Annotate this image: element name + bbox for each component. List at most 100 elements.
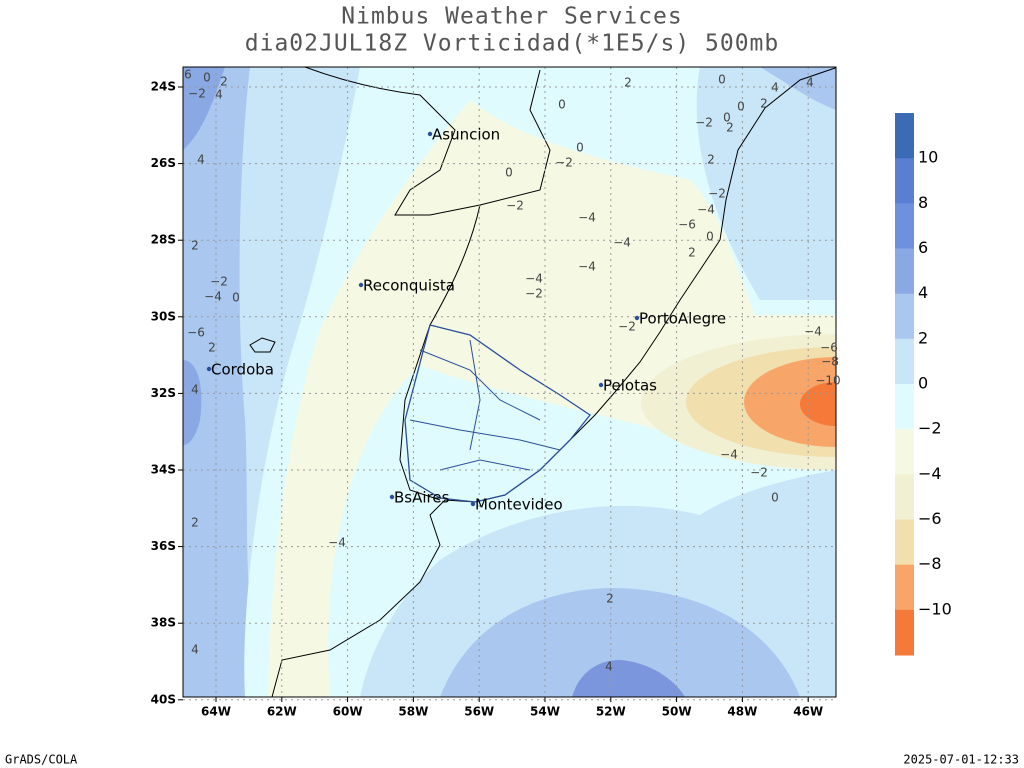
city-name: Pelotas	[603, 377, 657, 395]
contour-label: −6	[187, 326, 205, 340]
colorbar-box	[895, 293, 914, 340]
contour-label: −4	[578, 211, 596, 225]
contour-label: 4	[191, 383, 199, 397]
boundaries	[249, 67, 836, 697]
contour-label: 2	[220, 75, 228, 89]
contour-label: −4	[613, 236, 631, 250]
title: Nimbus Weather Services	[341, 4, 683, 30]
field-2-4	[440, 588, 800, 697]
contour-label: −4	[328, 536, 346, 550]
contour-label: 2	[726, 121, 734, 135]
city-dot	[389, 494, 395, 500]
contour-label: 4	[215, 88, 223, 102]
colorbar-label: 2	[918, 328, 928, 347]
lon-label: 60W	[333, 705, 363, 719]
contour-label: 4	[605, 660, 613, 674]
contour-label: 0	[723, 111, 731, 125]
lake	[249, 337, 276, 353]
footer-right: 2025-07-01-12:33	[903, 753, 1019, 767]
footer-left: GrADS/COLA	[5, 753, 78, 767]
contour-label: −2	[695, 116, 713, 130]
colorbar-box	[895, 564, 914, 611]
field-4-6	[572, 660, 685, 697]
contour-label: 2	[688, 246, 696, 260]
labels: 24S 26S 28S 30S 32S 34S 36S 38S 40S 64W 62W 60W 58W 5…	[151, 68, 952, 719]
city-dot	[427, 131, 433, 137]
lon-label: 56W	[464, 705, 494, 719]
city-dot	[634, 315, 640, 321]
colorbar-box	[895, 429, 914, 475]
field-lt-neg10	[800, 382, 836, 426]
city-dot	[470, 501, 476, 507]
coastline	[271, 67, 836, 697]
contour-label: 2	[191, 239, 199, 253]
contour-label: −6	[678, 218, 696, 232]
contour-label: 6	[184, 68, 192, 82]
colorbar-label: 4	[918, 283, 928, 302]
contour-label: 4	[197, 153, 205, 167]
contour-label: −4	[525, 272, 543, 286]
contour-label: 2	[208, 341, 216, 355]
city-dot	[206, 366, 212, 372]
colorbar-label: −4	[918, 464, 942, 483]
colorbar-box	[895, 248, 914, 295]
city-name: BsAires	[394, 489, 450, 507]
uruguay	[404, 324, 591, 503]
contour-label: 2	[191, 516, 199, 530]
contour-label: 0	[203, 71, 211, 85]
colorbar-box	[895, 519, 914, 566]
colorbar-label: −8	[918, 554, 942, 573]
contour-label: −4	[204, 290, 222, 304]
contour-label: 0	[737, 100, 745, 114]
colorbar-box	[895, 158, 914, 204]
lat-label: 38S	[151, 616, 176, 630]
field-2-4	[183, 67, 265, 697]
contour-label: 2	[707, 153, 715, 167]
contour-label: 0	[505, 166, 513, 180]
colorbar-label: 0	[918, 374, 928, 393]
colorbar-box	[895, 203, 914, 249]
contour-label: −2	[555, 156, 573, 170]
lon-label: 64W	[201, 705, 231, 719]
colorbar-label: 8	[918, 193, 928, 212]
colorbar-box	[895, 609, 914, 656]
lon-label: 52W	[596, 705, 626, 719]
colorbar-label: −10	[918, 599, 952, 618]
contour-label: 0	[558, 98, 566, 112]
contour-label: −4	[578, 260, 596, 274]
contour-label: −4	[720, 448, 738, 462]
city-dot	[598, 382, 604, 388]
contour-label: −2	[618, 320, 636, 334]
contour-label: 2	[624, 76, 632, 90]
contour-label: −8	[821, 355, 839, 369]
lon-label: 58W	[398, 705, 428, 719]
city-name: Asuncion	[432, 126, 500, 144]
colorbar-box	[895, 474, 914, 520]
lon-label: 46W	[793, 705, 823, 719]
colorbar-label: 6	[918, 238, 928, 257]
colorbar-box	[895, 338, 914, 385]
contour-label: 0	[232, 291, 240, 305]
colorbar-label: −2	[918, 419, 942, 438]
border	[304, 67, 551, 216]
city-name: Montevideo	[475, 496, 563, 514]
field-neg10-neg8	[744, 357, 836, 447]
lon-label: 62W	[267, 705, 297, 719]
contour-label: 0	[706, 230, 714, 244]
contour-label: 0	[771, 491, 779, 505]
contour-label: 4	[191, 643, 199, 657]
contour-label: −2	[525, 287, 543, 301]
lat-label: 40S	[151, 692, 176, 706]
border	[399, 204, 481, 501]
grid	[178, 67, 836, 702]
colorbar-box	[895, 113, 914, 159]
lon-label: 48W	[727, 705, 757, 719]
lat-label: 26S	[151, 156, 176, 170]
lat-label: 32S	[151, 386, 176, 400]
city-name: Cordoba	[211, 361, 274, 379]
contour-label: −2	[750, 466, 768, 480]
lat-label: 28S	[151, 233, 176, 247]
field-2-4	[760, 67, 836, 110]
lon-label: 54W	[530, 705, 560, 719]
